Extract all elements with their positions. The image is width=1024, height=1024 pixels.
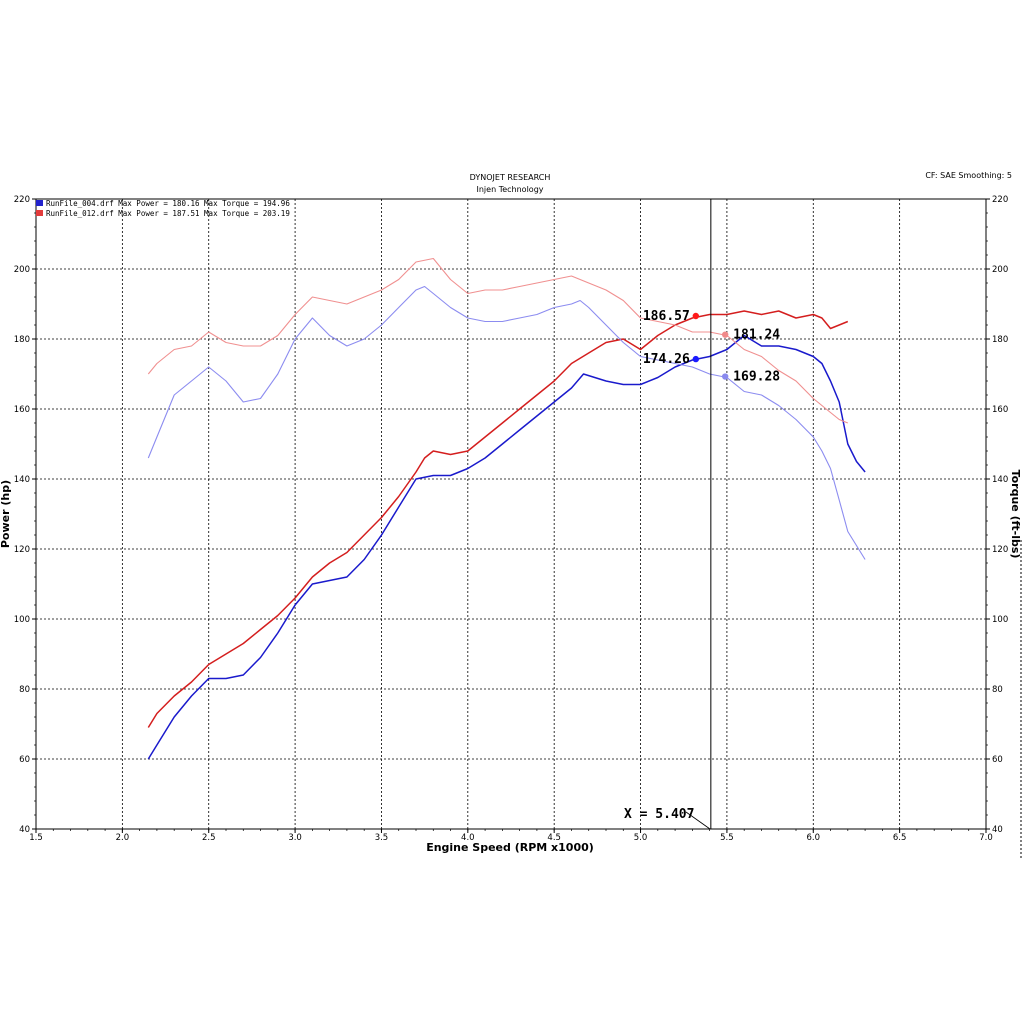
x-tick-label: 5.5 [720,833,734,843]
marker-label: 186.57 [643,309,690,324]
grid-lines [32,198,990,833]
y-tick-label: 140 [14,475,30,485]
cursor-readout: X = 5.407 [624,807,694,822]
series-line-torque-2 [147,285,866,560]
plot-area [35,198,987,830]
series-line-torque-3 [147,257,849,424]
y-tick-label: 220 [14,195,30,205]
cursor-arrow [685,811,711,830]
x-tick-label: 6.0 [807,833,821,843]
y-tick-label: 180 [14,335,30,345]
chart-subtitle: Injen Technology [477,185,544,194]
y-tick-label: 100 [14,615,30,625]
y-tick-label: 120 [14,545,30,555]
y-tick-label: 160 [14,405,30,415]
y-tick-labels: 40 40 60 60 80 80 100 100 120 120 140 140 160 160 180 1… [14,195,1008,835]
y-tick-label: 60 [19,755,30,765]
y2-tick-label: 60 [992,755,1003,765]
marker-dot [692,312,700,320]
x-axis-label: Engine Speed (RPM x1000) [426,841,594,854]
legend: RunFile_004.drf Max Power = 180.16 Max T… [36,199,290,218]
marker-label: 181.24 [733,328,780,343]
value-markers: 186.57 181.24 174.26 169.28 [643,309,780,385]
legend-swatch-012 [36,210,43,216]
series-line-power-1 [147,310,849,728]
x-tick-label: 4.0 [461,833,475,843]
marker-label: 174.26 [643,352,690,367]
y2-tick-label: 100 [992,615,1008,625]
marker-dot [721,331,729,338]
y2-tick-label: 200 [992,265,1008,275]
y2-tick-label: 140 [992,475,1008,485]
x-tick-label: 2.5 [202,833,216,843]
chart-company: DYNOJET RESEARCH [470,173,551,182]
y2-tick-label: 220 [992,195,1008,205]
marker-dot [721,373,729,380]
y-axis-label: Power (hp) [0,480,12,548]
x-tick-label: 4.5 [547,833,561,843]
y2-tick-label: 180 [992,335,1008,345]
x-tick-label: 3.5 [375,833,389,843]
series-line-power-0 [147,334,866,760]
y-tick-label: 80 [19,685,30,695]
y2-tick-label: 160 [992,405,1008,415]
legend-entry-012: RunFile_012.drf Max Power = 187.51 Max T… [46,209,290,218]
y2-tick-label: 40 [992,825,1003,835]
y-tick-label: 40 [19,825,30,835]
y2-axis-label: Torque (ft-lbs) [1009,470,1022,559]
x-tick-label: 6.5 [893,833,907,843]
x-tick-label: 5.0 [634,833,648,843]
correction-info: CF: SAE Smoothing: 5 [925,171,1012,180]
marker-dot [692,355,700,363]
series-lines [147,257,866,760]
y2-tick-label: 80 [992,685,1003,695]
x-tick-label: 3.0 [288,833,302,843]
x-tick-labels: 1.5 2.0 2.5 3.0 3.5 4.0 4.5 5.0 5.5 6.0 6.5 7.0 [29,833,993,843]
legend-swatch-004 [36,200,43,206]
y-tick-label: 200 [14,265,30,275]
y2-tick-label: 120 [992,545,1008,555]
x-tick-label: 1.5 [29,833,43,843]
legend-entry-004: RunFile_004.drf Max Power = 180.16 Max T… [46,199,290,208]
x-tick-label: 7.0 [979,833,993,843]
marker-label: 169.28 [733,370,780,385]
x-tick-label: 2.0 [116,833,130,843]
